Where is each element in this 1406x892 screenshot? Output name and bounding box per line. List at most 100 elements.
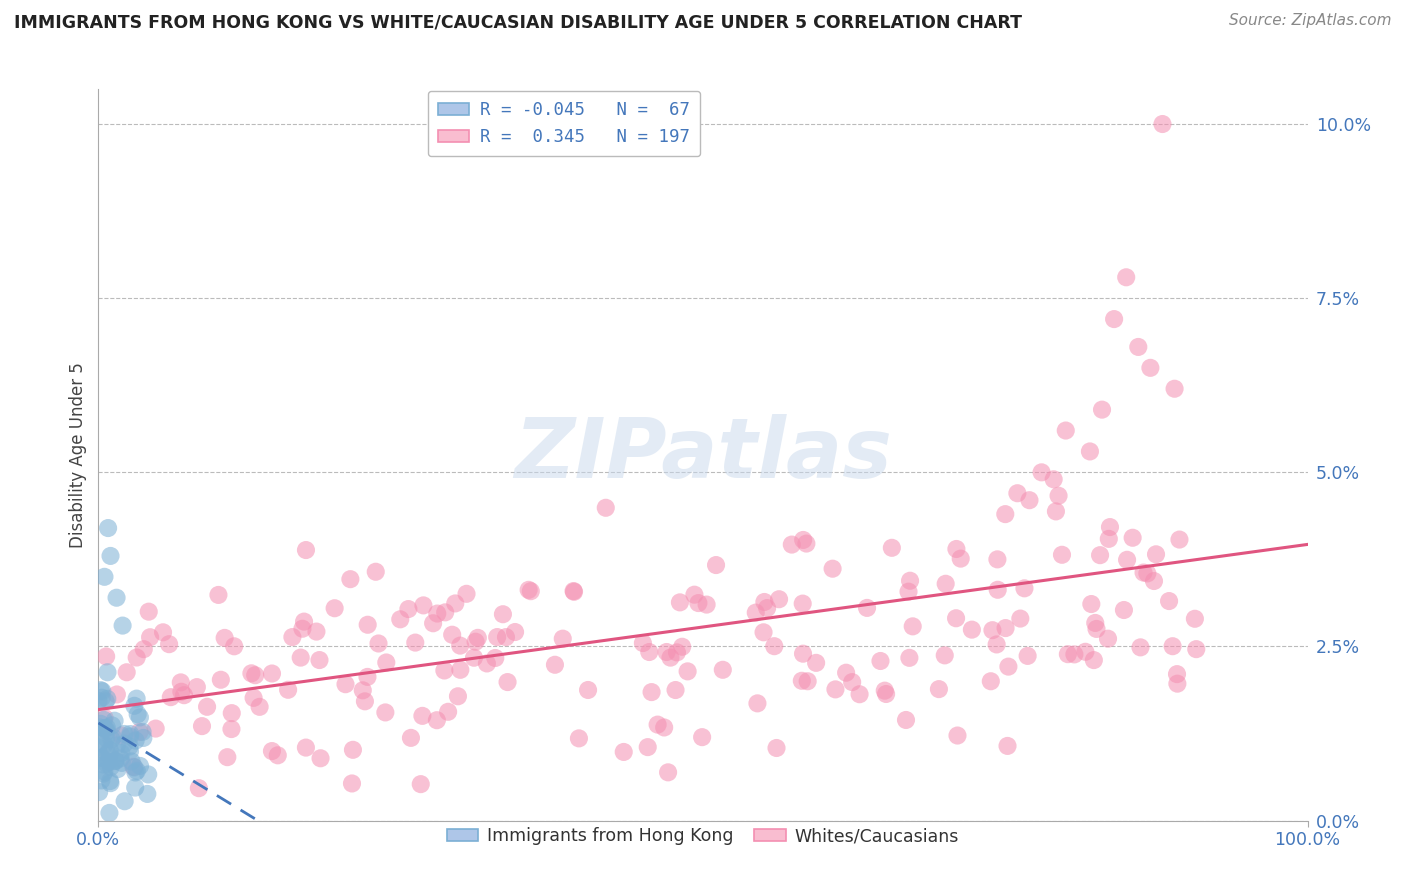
Point — [367, 636, 389, 650]
Point — [1139, 360, 1161, 375]
Point — [90, 690, 112, 705]
Point — [125, 691, 148, 706]
Point — [1157, 594, 1180, 608]
Point — [1031, 466, 1053, 480]
Point — [342, 743, 364, 757]
Point — [389, 612, 412, 626]
Point — [945, 541, 967, 556]
Point — [97, 755, 120, 769]
Point — [960, 623, 983, 637]
Point — [1050, 548, 1073, 562]
Point — [96, 724, 118, 739]
Point — [295, 740, 318, 755]
Point — [290, 650, 312, 665]
Point — [96, 747, 118, 761]
Point — [125, 650, 148, 665]
Point — [187, 781, 209, 796]
Point — [249, 699, 271, 714]
Point — [804, 656, 827, 670]
Point — [90, 734, 112, 748]
Point — [191, 719, 214, 733]
Point — [121, 755, 143, 769]
Point — [357, 617, 380, 632]
Point — [93, 721, 115, 735]
Point — [98, 747, 121, 761]
Point — [688, 596, 710, 610]
Point — [122, 760, 145, 774]
Point — [1007, 486, 1029, 500]
Point — [124, 733, 146, 747]
Point — [711, 663, 734, 677]
Point — [335, 677, 357, 691]
Point — [207, 588, 229, 602]
Point — [186, 680, 208, 694]
Point — [994, 621, 1017, 635]
Point — [291, 622, 314, 636]
Point — [1088, 548, 1111, 562]
Point — [1129, 640, 1152, 655]
Point — [987, 582, 1010, 597]
Point — [96, 665, 118, 680]
Point — [125, 764, 148, 778]
Point — [946, 729, 969, 743]
Point — [1084, 615, 1107, 630]
Point — [562, 584, 585, 599]
Point — [110, 751, 132, 765]
Point — [444, 596, 467, 610]
Point — [1078, 444, 1101, 458]
Point — [309, 751, 332, 765]
Point — [101, 718, 124, 732]
Point — [96, 691, 118, 706]
Point — [426, 607, 449, 621]
Point — [97, 521, 120, 535]
Point — [100, 760, 122, 774]
Point — [243, 668, 266, 682]
Point — [897, 584, 920, 599]
Point — [94, 694, 117, 708]
Point — [124, 765, 146, 780]
Point — [676, 665, 699, 679]
Point — [796, 674, 818, 689]
Point — [856, 601, 879, 615]
Point — [551, 632, 574, 646]
Point — [98, 805, 121, 820]
Point — [101, 731, 124, 745]
Point — [118, 744, 141, 758]
Point — [1042, 472, 1064, 486]
Point — [986, 637, 1008, 651]
Point — [240, 666, 263, 681]
Point — [1166, 667, 1188, 681]
Point — [1010, 611, 1032, 625]
Point — [655, 645, 678, 659]
Point — [98, 743, 121, 757]
Point — [267, 748, 290, 763]
Point — [1047, 489, 1070, 503]
Point — [89, 720, 111, 734]
Point — [1098, 532, 1121, 546]
Point — [520, 584, 543, 599]
Point — [1144, 547, 1167, 561]
Point — [128, 725, 150, 739]
Point — [93, 757, 115, 772]
Y-axis label: Disability Age Under 5: Disability Age Under 5 — [69, 362, 87, 548]
Point — [138, 605, 160, 619]
Point — [292, 615, 315, 629]
Point — [1184, 612, 1206, 626]
Point — [475, 657, 498, 671]
Point — [87, 694, 110, 708]
Text: IMMIGRANTS FROM HONG KONG VS WHITE/CAUCASIAN DISABILITY AGE UNDER 5 CORRELATION : IMMIGRANTS FROM HONG KONG VS WHITE/CAUCA… — [14, 13, 1022, 31]
Point — [139, 630, 162, 644]
Point — [103, 714, 125, 728]
Point — [91, 750, 114, 764]
Point — [1085, 622, 1108, 636]
Point — [1083, 653, 1105, 667]
Point — [768, 592, 790, 607]
Point — [136, 767, 159, 781]
Point — [90, 751, 112, 765]
Point — [91, 684, 114, 698]
Point — [89, 785, 111, 799]
Point — [124, 760, 146, 774]
Point — [96, 721, 118, 735]
Point — [640, 685, 662, 699]
Point — [652, 721, 675, 735]
